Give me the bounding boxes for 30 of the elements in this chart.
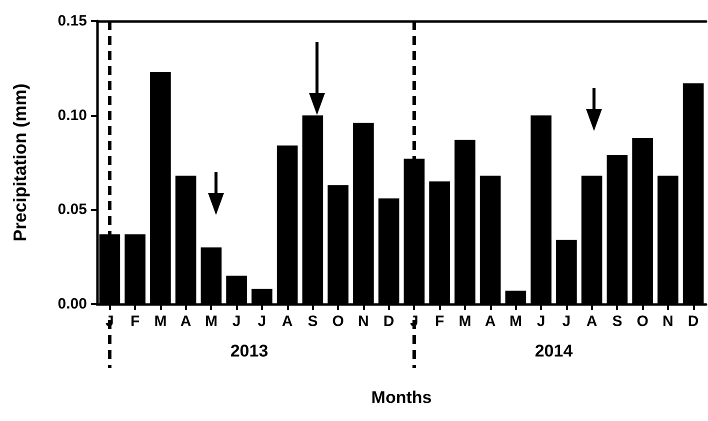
- x-tick-label: F: [434, 313, 444, 330]
- x-tick-label: J: [562, 313, 571, 330]
- x-tick-label: S: [308, 313, 318, 330]
- x-tick-label: A: [484, 313, 496, 330]
- x-tick-label: M: [204, 313, 218, 330]
- x-tick-label: O: [636, 313, 649, 330]
- x-tick-label: S: [612, 313, 622, 330]
- x-tick-label: D: [688, 313, 699, 330]
- x-tick-label: N: [662, 313, 674, 330]
- x-tick-label: J: [232, 313, 241, 330]
- text: 2013: [230, 342, 268, 360]
- x-tick-label: J: [536, 313, 546, 330]
- text: 2014: [534, 342, 574, 360]
- x-tick-label: M: [154, 313, 167, 330]
- x-tick-label: D: [383, 313, 394, 330]
- x-tick-label: A: [586, 313, 598, 330]
- x-axis-title: Months: [371, 388, 432, 407]
- x-tick-label: M: [458, 313, 472, 330]
- x-tick-label: N: [358, 313, 369, 330]
- x-tick-label: O: [332, 313, 344, 330]
- x-tick-label: M: [509, 313, 522, 330]
- y-tick-label: 0.15: [58, 12, 87, 30]
- y-tick-label: 0.05: [58, 201, 87, 218]
- y-tick-label: 0.00: [58, 296, 87, 312]
- x-tick-label: A: [180, 313, 192, 330]
- x-tick-label: F: [130, 313, 140, 330]
- x-tick-label: A: [282, 313, 293, 330]
- x-tick-label: J: [258, 313, 266, 330]
- y-axis-title: Precipitation (mm): [10, 83, 30, 242]
- y-tick-label: 0.10: [58, 106, 87, 124]
